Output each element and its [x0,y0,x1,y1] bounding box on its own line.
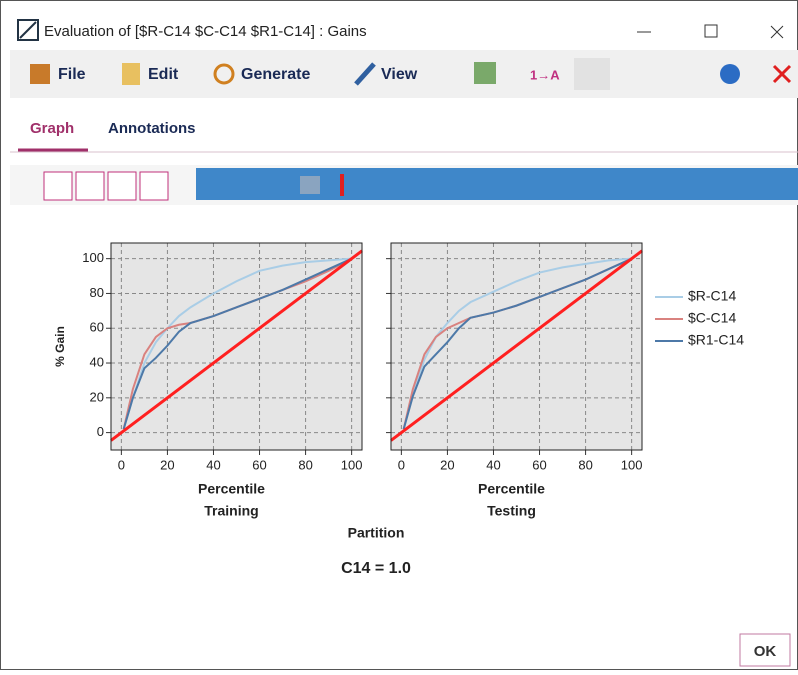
legend-label: $C-C14 [688,310,736,326]
x-tick-label: 40 [486,457,500,472]
x-tick-label: 100 [621,457,643,472]
edit-icon [122,63,140,85]
x-tick-label: 80 [578,457,592,472]
toolbar-icon[interactable] [474,62,496,84]
panel-label: Testing [487,503,536,519]
y-tick-label: 0 [97,424,104,439]
page: Evaluation of [$R-C14 $C-C14 $R1-C14] : … [0,0,798,670]
x-axis-label: Percentile [198,481,265,497]
y-tick-label: 40 [90,354,104,369]
tool-button[interactable] [44,172,72,200]
tool-button[interactable] [340,174,344,196]
x-tick-label: 20 [440,457,454,472]
tool-button[interactable] [140,172,168,200]
x-tick-label: 100 [341,457,363,472]
y-tick-label: 20 [90,389,104,404]
partition-label: Partition [348,525,405,541]
panel-label: Training [204,503,258,519]
tool-button[interactable] [108,172,136,200]
toolbar-icon[interactable] [574,58,610,90]
tool-button[interactable] [300,176,320,194]
y-axis-label: % Gain [53,326,67,367]
caption: C14 = 1.0 [341,560,411,577]
x-tick-label: 20 [160,457,174,472]
toolbar-icon[interactable]: 1→A [530,67,560,82]
tab[interactable]: Annotations [108,120,196,137]
help-button[interactable] [720,64,740,84]
menu-item[interactable]: File [58,66,86,83]
file-icon [30,64,50,84]
x-tick-label: 80 [298,457,312,472]
tab[interactable]: Graph [30,120,74,137]
tool-button[interactable] [76,172,104,200]
menu-item[interactable]: View [381,66,418,83]
window-title: Evaluation of [$R-C14 $C-C14 $R1-C14] : … [44,23,367,40]
x-axis-label: Percentile [478,481,545,497]
y-tick-label: 60 [90,320,104,335]
menu-item[interactable]: Edit [148,66,179,83]
legend-label: $R1-C14 [688,332,744,348]
x-tick-label: 0 [398,457,405,472]
ok-button[interactable]: OK [754,643,777,660]
x-tick-label: 40 [206,457,220,472]
x-tick-label: 60 [252,457,266,472]
x-tick-label: 60 [532,457,546,472]
window: Evaluation of [$R-C14 $C-C14 $R1-C14] : … [0,0,798,670]
x-tick-label: 0 [118,457,125,472]
menu-item[interactable]: Generate [241,66,310,83]
y-tick-label: 100 [82,250,104,265]
legend-label: $R-C14 [688,288,736,304]
chart-toolbar-band [196,168,798,200]
y-tick-label: 80 [90,285,104,300]
